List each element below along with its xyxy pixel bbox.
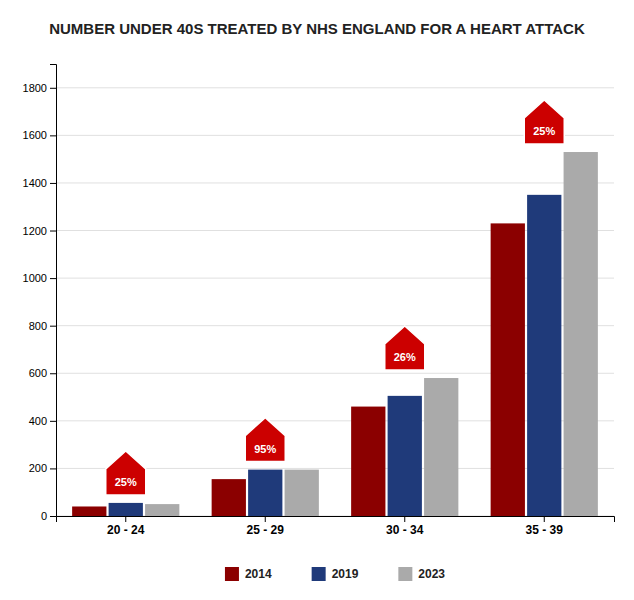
annotation-label: 25% xyxy=(533,125,555,137)
annotation-label: 26% xyxy=(394,351,416,363)
y-tick-label: 1200 xyxy=(23,225,47,237)
legend-swatch xyxy=(398,567,412,581)
y-tick-mark xyxy=(50,183,56,184)
bar xyxy=(109,503,143,516)
annotation-arrow xyxy=(385,326,425,370)
series xyxy=(109,195,562,516)
y-tick-label: 1400 xyxy=(23,177,47,189)
y-tick: 1600 xyxy=(23,129,56,141)
bar xyxy=(424,378,458,516)
y-tick-label: 1800 xyxy=(23,82,47,94)
x-tick-mark xyxy=(404,516,405,522)
legend-item: 2023 xyxy=(398,567,445,581)
bar xyxy=(72,506,106,516)
plot: 0 200 400 600 800 1000 1200 1400 1600 1800 20 - 24… xyxy=(23,65,615,537)
y-tick: 800 xyxy=(29,320,56,332)
annotation-label: 95% xyxy=(254,443,276,455)
y-tick-mark xyxy=(50,231,56,232)
y-tick: 1800 xyxy=(23,82,56,94)
bar xyxy=(285,470,319,516)
y-tick: 0 xyxy=(41,510,56,522)
y-tick-mark xyxy=(50,278,56,279)
title: NUMBER UNDER 40S TREATED BY NHS ENGLAND … xyxy=(49,20,585,37)
chart-svg: NUMBER UNDER 40S TREATED BY NHS ENGLAND … xyxy=(0,0,634,600)
series xyxy=(145,152,598,516)
bar xyxy=(491,223,525,516)
grid xyxy=(56,88,614,516)
x-tick-mark xyxy=(265,516,266,522)
annotation-arrow xyxy=(106,451,146,495)
y-tick-label: 400 xyxy=(29,415,47,427)
y-tick-mark xyxy=(50,516,56,517)
annotations: 25% 95% 26% 25% xyxy=(106,100,565,495)
y-tick: 1000 xyxy=(23,272,56,284)
y-tick-mark xyxy=(50,88,56,89)
x-tick: 20 - 24 xyxy=(107,516,145,537)
y-axis: 0 200 400 600 800 1000 1200 1400 1600 1800 xyxy=(23,65,57,523)
annotation-label: 25% xyxy=(115,476,137,488)
bar xyxy=(248,470,282,516)
bar xyxy=(212,479,246,516)
y-tick-label: 800 xyxy=(29,320,47,332)
y-tick: 1200 xyxy=(23,225,56,237)
bar xyxy=(564,152,598,516)
x-axis: 20 - 24 25 - 29 30 - 34 35 - 39 xyxy=(57,516,615,537)
y-axis-line xyxy=(50,65,57,517)
bar xyxy=(145,504,179,516)
legend-label: 2023 xyxy=(418,567,445,581)
y-tick-mark xyxy=(50,135,56,136)
x-tick: 30 - 34 xyxy=(386,516,424,537)
x-tick-mark xyxy=(544,516,545,522)
legend-swatch xyxy=(225,567,239,581)
bar xyxy=(351,407,385,516)
legend-label: 2014 xyxy=(245,567,272,581)
grid-line xyxy=(56,182,614,183)
x-tick: 35 - 39 xyxy=(526,516,564,537)
y-tick-label: 200 xyxy=(29,462,47,474)
y-tick-mark xyxy=(50,373,56,374)
series xyxy=(72,223,525,516)
y-tick-label: 0 xyxy=(41,510,47,522)
chart-container: NUMBER UNDER 40S TREATED BY NHS ENGLAND … xyxy=(0,0,634,600)
annotation-arrow xyxy=(245,418,285,462)
x-tick-label: 20 - 24 xyxy=(107,523,145,537)
y-tick: 600 xyxy=(29,367,56,379)
bars xyxy=(72,152,598,516)
y-tick-mark xyxy=(50,326,56,327)
x-tick-label: 35 - 39 xyxy=(526,523,564,537)
grid-line xyxy=(56,87,614,88)
y-tick-mark xyxy=(50,468,56,469)
legend-item: 2014 xyxy=(225,567,272,581)
x-axis-line xyxy=(57,517,615,523)
y-tick-label: 1600 xyxy=(23,129,47,141)
bar xyxy=(388,396,422,516)
y-tick-mark xyxy=(50,421,56,422)
x-tick-mark xyxy=(125,516,126,522)
legend-item: 2019 xyxy=(312,567,359,581)
y-tick: 1400 xyxy=(23,177,56,189)
x-tick-label: 30 - 34 xyxy=(386,523,424,537)
legend: 2014 2019 2023 xyxy=(225,567,445,581)
bar xyxy=(527,195,561,516)
y-tick: 400 xyxy=(29,415,56,427)
annotation-arrow xyxy=(524,100,564,144)
y-tick: 200 xyxy=(29,462,56,474)
x-tick: 25 - 29 xyxy=(247,516,285,537)
legend-swatch xyxy=(312,567,326,581)
y-tick-label: 600 xyxy=(29,367,47,379)
y-tick-label: 1000 xyxy=(23,272,47,284)
legend-label: 2019 xyxy=(332,567,359,581)
x-tick-label: 25 - 29 xyxy=(247,523,285,537)
